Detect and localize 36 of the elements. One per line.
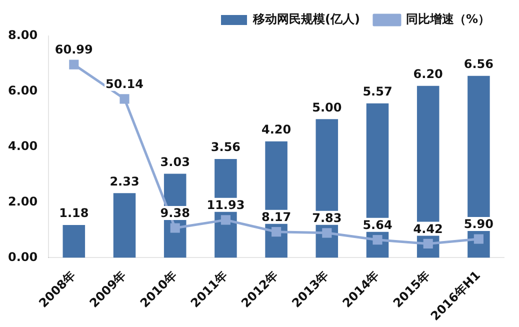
- data-label: 1.18: [59, 206, 89, 220]
- legend-label: 移动网民规模(亿人): [252, 12, 360, 26]
- data-label: 2.33: [110, 174, 140, 188]
- data-label: 8.17: [262, 210, 292, 224]
- data-label: 4.42: [413, 222, 443, 236]
- data-label: 7.83: [312, 211, 342, 226]
- data-label: 5.57: [362, 84, 392, 98]
- y-tick-label: 4.00: [8, 138, 38, 153]
- data-label: 3.56: [210, 140, 241, 154]
- point: [322, 228, 332, 238]
- point: [120, 94, 130, 104]
- y-tick-label: 2.00: [8, 194, 38, 208]
- data-label: 50.14: [106, 77, 144, 92]
- data-label: 5.90: [464, 217, 494, 232]
- data-label: 4.20: [262, 122, 292, 136]
- y-tick-label: 8.00: [8, 28, 38, 42]
- legend-label: 同比增速（%）: [406, 12, 490, 26]
- data-label: 3.03: [160, 154, 190, 169]
- data-label: 6.20: [413, 67, 443, 82]
- point: [423, 238, 433, 248]
- bar: [113, 193, 136, 258]
- data-label: 5.64: [362, 218, 392, 232]
- data-label: 6.56: [464, 57, 494, 72]
- point: [372, 235, 382, 245]
- point: [474, 234, 484, 244]
- point: [69, 60, 79, 70]
- data-label: 5.00: [312, 100, 342, 114]
- point: [272, 227, 282, 237]
- bar: [62, 225, 86, 258]
- data-label: 60.99: [54, 42, 93, 57]
- data-label: 11.93: [206, 198, 245, 212]
- y-tick-label: 6.00: [8, 84, 38, 98]
- data-label: 9.38: [160, 206, 190, 220]
- point: [220, 215, 230, 225]
- point: [170, 223, 180, 233]
- y-tick-label: 0.00: [8, 250, 38, 264]
